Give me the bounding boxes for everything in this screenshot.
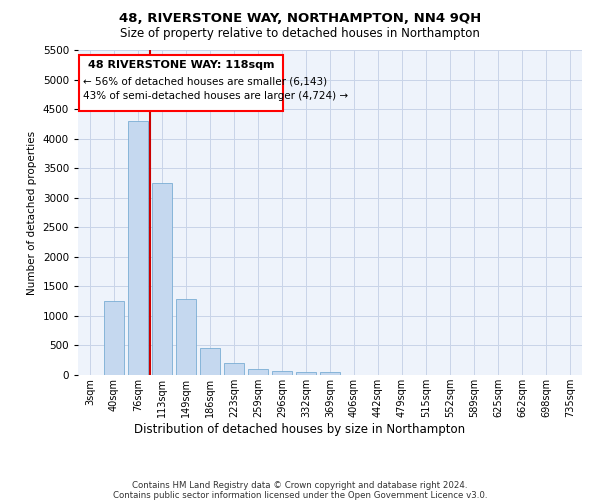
Bar (152, 183, 172, 375)
Bar (200, 348, 220, 375)
Bar (79, 56, 283, 112)
Text: Size of property relative to detached houses in Northampton: Size of property relative to detached ho… (120, 28, 480, 40)
Bar (176, 300, 196, 375)
Text: 43% of semi-detached houses are larger (4,724) →: 43% of semi-detached houses are larger (… (83, 91, 348, 101)
Text: 48 RIVERSTONE WAY: 118sqm: 48 RIVERSTONE WAY: 118sqm (88, 60, 274, 70)
Text: Contains public sector information licensed under the Open Government Licence v3: Contains public sector information licen… (113, 491, 487, 500)
Text: ← 56% of detached houses are smaller (6,143): ← 56% of detached houses are smaller (6,… (83, 76, 327, 86)
Bar (224, 364, 244, 375)
Bar (320, 372, 340, 375)
Y-axis label: Number of detached properties: Number of detached properties (27, 130, 37, 294)
Bar (104, 301, 124, 375)
Bar (296, 372, 316, 375)
Text: Contains HM Land Registry data © Crown copyright and database right 2024.: Contains HM Land Registry data © Crown c… (132, 481, 468, 490)
Text: Distribution of detached houses by size in Northampton: Distribution of detached houses by size … (134, 422, 466, 436)
Bar (128, 121, 148, 375)
Bar (248, 369, 268, 375)
Text: 48, RIVERSTONE WAY, NORTHAMPTON, NN4 9QH: 48, RIVERSTONE WAY, NORTHAMPTON, NN4 9QH (119, 12, 481, 26)
Bar (272, 370, 292, 375)
